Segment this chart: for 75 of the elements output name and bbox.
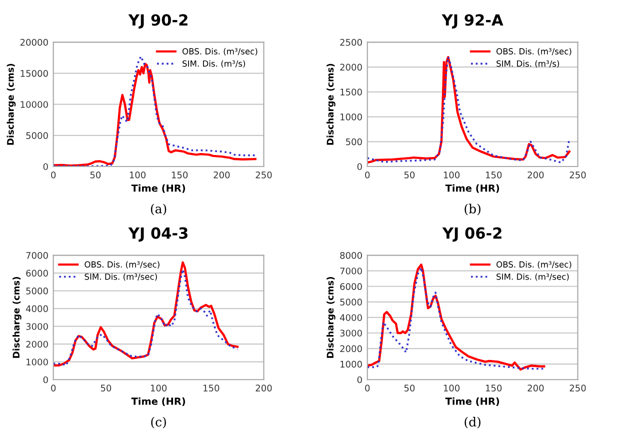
- x-tick-label: 250: [256, 172, 272, 178]
- x-tick-label: 100: [130, 172, 146, 178]
- x-tick-label: 0: [365, 384, 370, 392]
- text: (c): [151, 416, 166, 428]
- y-tick-label: 500: [346, 138, 362, 146]
- legend-label: OBS. Dis. (m³/sec): [496, 261, 572, 269]
- legend-label: SIM. Dis. (m³/s): [496, 60, 560, 68]
- y-tick-label: 0: [43, 163, 48, 170]
- legend-label: SIM. Dis. (m³/sec): [496, 273, 569, 281]
- y-tick-label: 2000: [26, 340, 48, 348]
- y-tick-label: 0: [43, 376, 48, 384]
- y-tick-label: 4000: [26, 305, 48, 312]
- x-axis-title: Time (HR): [131, 184, 186, 193]
- x-tick-label: 50: [404, 172, 415, 178]
- y-tick-label: 5000: [26, 132, 48, 139]
- chart-title: YJ 06-2: [442, 227, 502, 242]
- x-axis-title: Time (HR): [445, 184, 500, 193]
- x-tick-label: 150: [486, 384, 502, 392]
- y-tick-label: 2000: [340, 64, 362, 71]
- y-tick-label: 5000: [26, 288, 48, 294]
- x-tick-label: 150: [204, 384, 220, 392]
- legend-label: SIM. Dis. (m³/s): [182, 60, 246, 68]
- y-tick-label: 1000: [26, 358, 48, 366]
- text: (a): [150, 204, 166, 216]
- x-tick-label: 0: [51, 172, 56, 178]
- y-tick-label: 1000: [340, 360, 362, 368]
- x-tick-label: 150: [486, 172, 502, 178]
- x-tick-label: 200: [528, 172, 544, 178]
- legend-label: OBS. Dis. (m³/sec): [182, 48, 258, 56]
- legend-label: OBS. Dis. (m³/sec): [496, 48, 572, 56]
- x-tick-label: 0: [365, 172, 370, 178]
- chart-title: YJ 90-2: [128, 14, 188, 29]
- y-axis-title: Discharge (cms): [326, 64, 336, 145]
- y-axis-title: Discharge (cms): [326, 277, 336, 358]
- text: (b): [464, 204, 480, 216]
- y-tick-label: 7000: [26, 252, 48, 259]
- x-tick-label: 0: [51, 384, 56, 392]
- y-tick-label: 7000: [340, 268, 362, 274]
- y-tick-label: 10000: [20, 101, 48, 108]
- y-tick-label: 2000: [340, 345, 362, 352]
- x-axis-title: Time (HR): [131, 397, 186, 406]
- x-tick-label: 100: [444, 172, 460, 178]
- y-tick-label: 5000: [340, 298, 362, 306]
- y-tick-label: 6000: [26, 270, 48, 277]
- x-tick-label: 100: [444, 384, 460, 392]
- y-tick-label: 8000: [340, 252, 362, 259]
- legend-label: SIM. Dis. (m³/sec): [84, 273, 157, 281]
- y-axis-title: Discharge (cms): [12, 277, 22, 358]
- x-tick-label: 100: [150, 384, 167, 392]
- chart-title: YJ 92-A: [442, 14, 504, 29]
- y-tick-label: 0: [357, 163, 362, 170]
- y-tick-label: 1000: [340, 114, 362, 120]
- x-axis-title: Time (HR): [445, 397, 500, 406]
- y-tick-label: 1500: [340, 88, 362, 96]
- x-tick-label: 50: [404, 384, 415, 392]
- x-tick-label: 200: [256, 384, 272, 392]
- y-tick-label: 20000: [20, 38, 48, 46]
- y-tick-label: 6000: [340, 283, 362, 290]
- text: (d): [464, 416, 480, 428]
- x-tick-label: 250: [570, 172, 586, 178]
- y-tick-label: 2500: [340, 38, 362, 46]
- y-axis-title: Discharge (cms): [6, 64, 16, 145]
- y-tick-label: 15000: [20, 70, 48, 77]
- x-tick-label: 150: [172, 172, 188, 178]
- y-tick-label: 0: [357, 376, 362, 384]
- y-tick-label: 4000: [340, 314, 362, 322]
- chart-title: YJ 04-3: [128, 227, 188, 242]
- x-tick-label: 200: [214, 172, 230, 178]
- legend-label: OBS. Dis. (m³/sec): [84, 261, 160, 269]
- x-tick-label: 250: [570, 384, 586, 392]
- x-tick-label: 50: [100, 384, 112, 392]
- x-tick-label: 50: [90, 172, 101, 178]
- y-tick-label: 3000: [340, 330, 362, 337]
- y-tick-label: 3000: [26, 323, 48, 330]
- x-tick-label: 200: [528, 384, 544, 392]
